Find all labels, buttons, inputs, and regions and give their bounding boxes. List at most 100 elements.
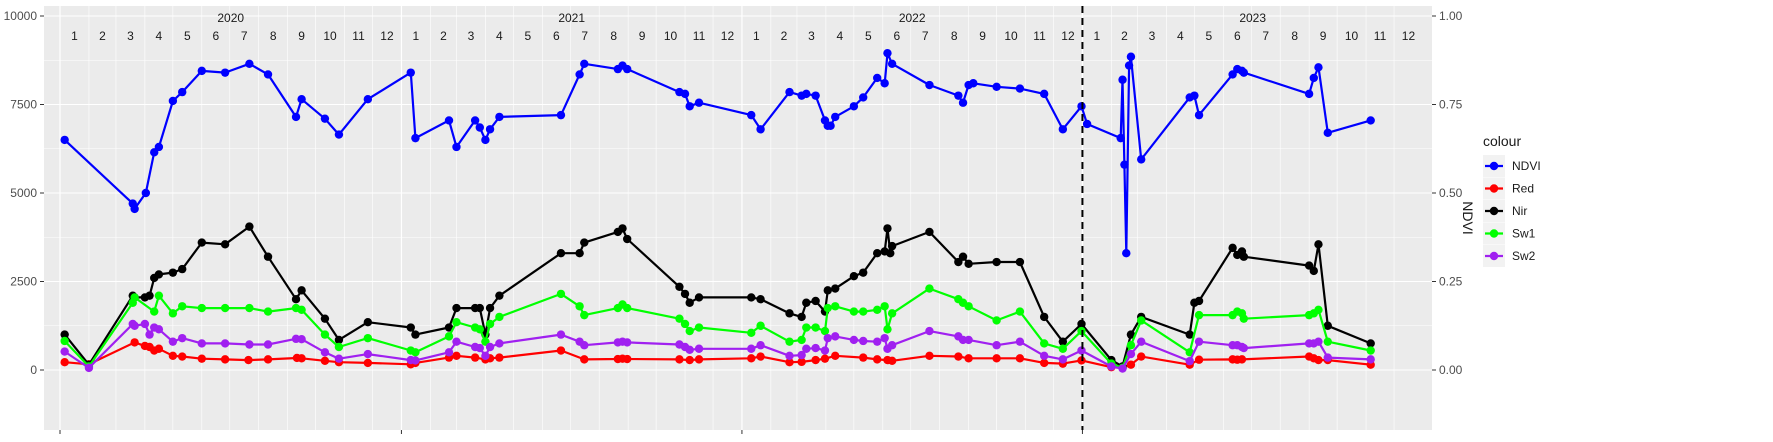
data-point-sw2 bbox=[475, 343, 484, 353]
data-point-sw2 bbox=[873, 337, 882, 346]
data-point-nir bbox=[145, 291, 154, 300]
data-point-sw2 bbox=[747, 344, 756, 353]
data-point-ndvi bbox=[1190, 91, 1199, 100]
data-point-sw2 bbox=[154, 325, 164, 334]
data-point-ndvi bbox=[958, 98, 968, 107]
data-point-ndvi bbox=[575, 70, 584, 79]
data-point-sw1 bbox=[245, 303, 254, 313]
month-label: 5 bbox=[865, 29, 872, 43]
month-label: 9 bbox=[639, 29, 646, 43]
year-label: 2022 bbox=[899, 11, 926, 25]
data-point-nir bbox=[452, 303, 461, 313]
data-point-nir bbox=[168, 268, 178, 277]
data-point-red bbox=[495, 353, 504, 362]
data-point-sw2 bbox=[823, 333, 832, 343]
month-label: 12 bbox=[1402, 29, 1416, 43]
data-point-sw2 bbox=[802, 344, 811, 353]
data-point-ndvi bbox=[197, 66, 206, 76]
data-point-sw2 bbox=[785, 351, 794, 361]
data-point-nir bbox=[675, 282, 684, 292]
data-point-nir bbox=[411, 330, 420, 339]
data-point-sw2 bbox=[756, 341, 765, 350]
data-point-red bbox=[925, 351, 934, 361]
data-point-nir bbox=[925, 227, 934, 237]
data-point-sw1 bbox=[130, 293, 139, 302]
data-point-ndvi bbox=[1124, 61, 1134, 70]
data-point-sw2 bbox=[481, 351, 490, 361]
data-point-ndvi bbox=[831, 112, 840, 122]
month-label: 1 bbox=[1094, 29, 1101, 43]
data-point-nir bbox=[618, 224, 627, 233]
data-point-sw2 bbox=[1107, 362, 1116, 371]
data-point-sw2 bbox=[130, 321, 139, 330]
data-point-sw1 bbox=[820, 326, 830, 336]
data-point-ndvi bbox=[1137, 155, 1146, 164]
data-point-sw1 bbox=[622, 303, 632, 313]
data-point-sw1 bbox=[580, 310, 589, 320]
y-tick-label-left: 10000 bbox=[4, 9, 38, 23]
data-point-ndvi bbox=[168, 96, 178, 106]
month-label: 2 bbox=[99, 29, 106, 43]
legend-key-point-sw1 bbox=[1489, 229, 1499, 238]
data-point-ndvi bbox=[297, 94, 306, 104]
data-point-red bbox=[220, 355, 230, 364]
data-point-sw2 bbox=[1194, 337, 1204, 346]
data-point-sw2 bbox=[245, 340, 254, 349]
data-point-sw2 bbox=[1366, 355, 1375, 364]
data-point-ndvi bbox=[1239, 68, 1249, 77]
data-point-ndvi bbox=[880, 79, 889, 88]
data-point-sw2 bbox=[880, 333, 889, 343]
data-point-nir bbox=[1314, 240, 1323, 249]
data-point-sw2 bbox=[580, 341, 589, 350]
data-point-sw1 bbox=[485, 319, 495, 329]
month-label: 5 bbox=[1205, 29, 1212, 43]
data-point-ndvi bbox=[785, 87, 794, 97]
data-point-sw1 bbox=[849, 307, 859, 316]
data-point-red bbox=[992, 354, 1001, 363]
month-label: 10 bbox=[1345, 29, 1359, 43]
data-point-sw2 bbox=[485, 342, 495, 352]
data-point-sw1 bbox=[60, 336, 69, 346]
data-point-sw2 bbox=[1239, 343, 1249, 353]
data-point-sw2 bbox=[1314, 337, 1323, 346]
month-label: 6 bbox=[1234, 29, 1241, 43]
right-axis: 0.00 0.25 0.50 0.75 1.00 bbox=[1432, 9, 1463, 377]
data-point-nir bbox=[556, 248, 566, 258]
month-label: 12 bbox=[1061, 29, 1075, 43]
data-point-ndvi bbox=[1194, 110, 1204, 120]
data-point-nir bbox=[811, 296, 820, 306]
data-point-red bbox=[263, 355, 273, 364]
data-point-nir bbox=[823, 286, 832, 295]
legend-label-red: Red bbox=[1512, 182, 1534, 196]
month-label: 1 bbox=[753, 29, 760, 43]
data-point-ndvi bbox=[263, 70, 273, 79]
data-point-sw2 bbox=[1015, 337, 1025, 346]
data-point-ndvi bbox=[1122, 248, 1131, 258]
data-point-red bbox=[811, 355, 820, 365]
data-point-sw2 bbox=[297, 335, 306, 344]
month-label: 1 bbox=[413, 29, 420, 43]
month-label: 6 bbox=[212, 29, 219, 43]
y-tick-label-right: 1.00 bbox=[1439, 9, 1463, 23]
data-point-ndvi bbox=[802, 89, 811, 99]
data-point-nir bbox=[1126, 330, 1136, 339]
data-point-red bbox=[556, 346, 566, 355]
legend-label-sw1: Sw1 bbox=[1512, 227, 1536, 241]
month-label: 3 bbox=[808, 29, 815, 43]
data-point-nir bbox=[964, 259, 973, 268]
month-label: 10 bbox=[1004, 29, 1018, 43]
data-point-sw2 bbox=[1039, 351, 1049, 361]
data-point-sw1 bbox=[694, 323, 704, 332]
data-point-ndvi bbox=[60, 135, 69, 145]
data-point-ndvi bbox=[363, 94, 373, 104]
data-point-nir bbox=[320, 314, 330, 323]
data-point-ndvi bbox=[141, 188, 151, 198]
year-label: 2020 bbox=[217, 11, 244, 25]
data-point-sw1 bbox=[220, 303, 230, 313]
data-point-ndvi bbox=[1309, 73, 1318, 83]
panel-background bbox=[44, 6, 1432, 430]
data-point-red bbox=[964, 354, 973, 363]
data-point-sw1 bbox=[675, 314, 684, 323]
data-point-ndvi bbox=[969, 79, 978, 88]
data-point-sw1 bbox=[873, 305, 882, 315]
